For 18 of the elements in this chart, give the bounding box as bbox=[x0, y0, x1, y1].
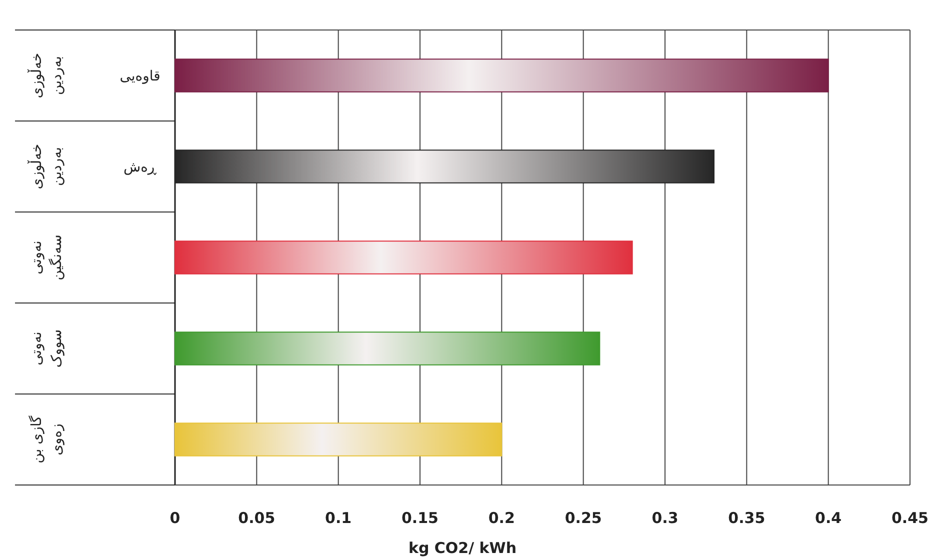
text: ڕەش bbox=[124, 160, 157, 176]
y-tick-label: خەڵوزی بەردین bbox=[27, 52, 65, 98]
x-axis-title: kg CO2/ kWh bbox=[408, 539, 517, 557]
x-tick-label: 0.25 bbox=[564, 509, 602, 527]
x-tick-label: 0.1 bbox=[325, 509, 352, 527]
x-tick-label: 0.45 bbox=[891, 509, 929, 527]
x-tick-label: 0.15 bbox=[401, 509, 439, 527]
x-tick-label: 0.35 bbox=[728, 509, 766, 527]
x-tick-label: 0.4 bbox=[815, 509, 842, 527]
text: قاوەیی bbox=[120, 68, 160, 84]
x-tick-label: 0.05 bbox=[238, 509, 276, 527]
x-tick-label: 0.2 bbox=[488, 509, 515, 527]
x-tick-label: 0 bbox=[170, 509, 180, 527]
y-tick-label: نەوتی سووک bbox=[29, 329, 65, 368]
x-tick-label: 0.3 bbox=[652, 509, 678, 527]
y-tick-label: گازی بن زەوی bbox=[28, 415, 65, 464]
y-tick-label: خەڵوزی بەردین bbox=[27, 144, 65, 190]
y-tick-label: نەوتی سەنگین bbox=[29, 234, 65, 280]
